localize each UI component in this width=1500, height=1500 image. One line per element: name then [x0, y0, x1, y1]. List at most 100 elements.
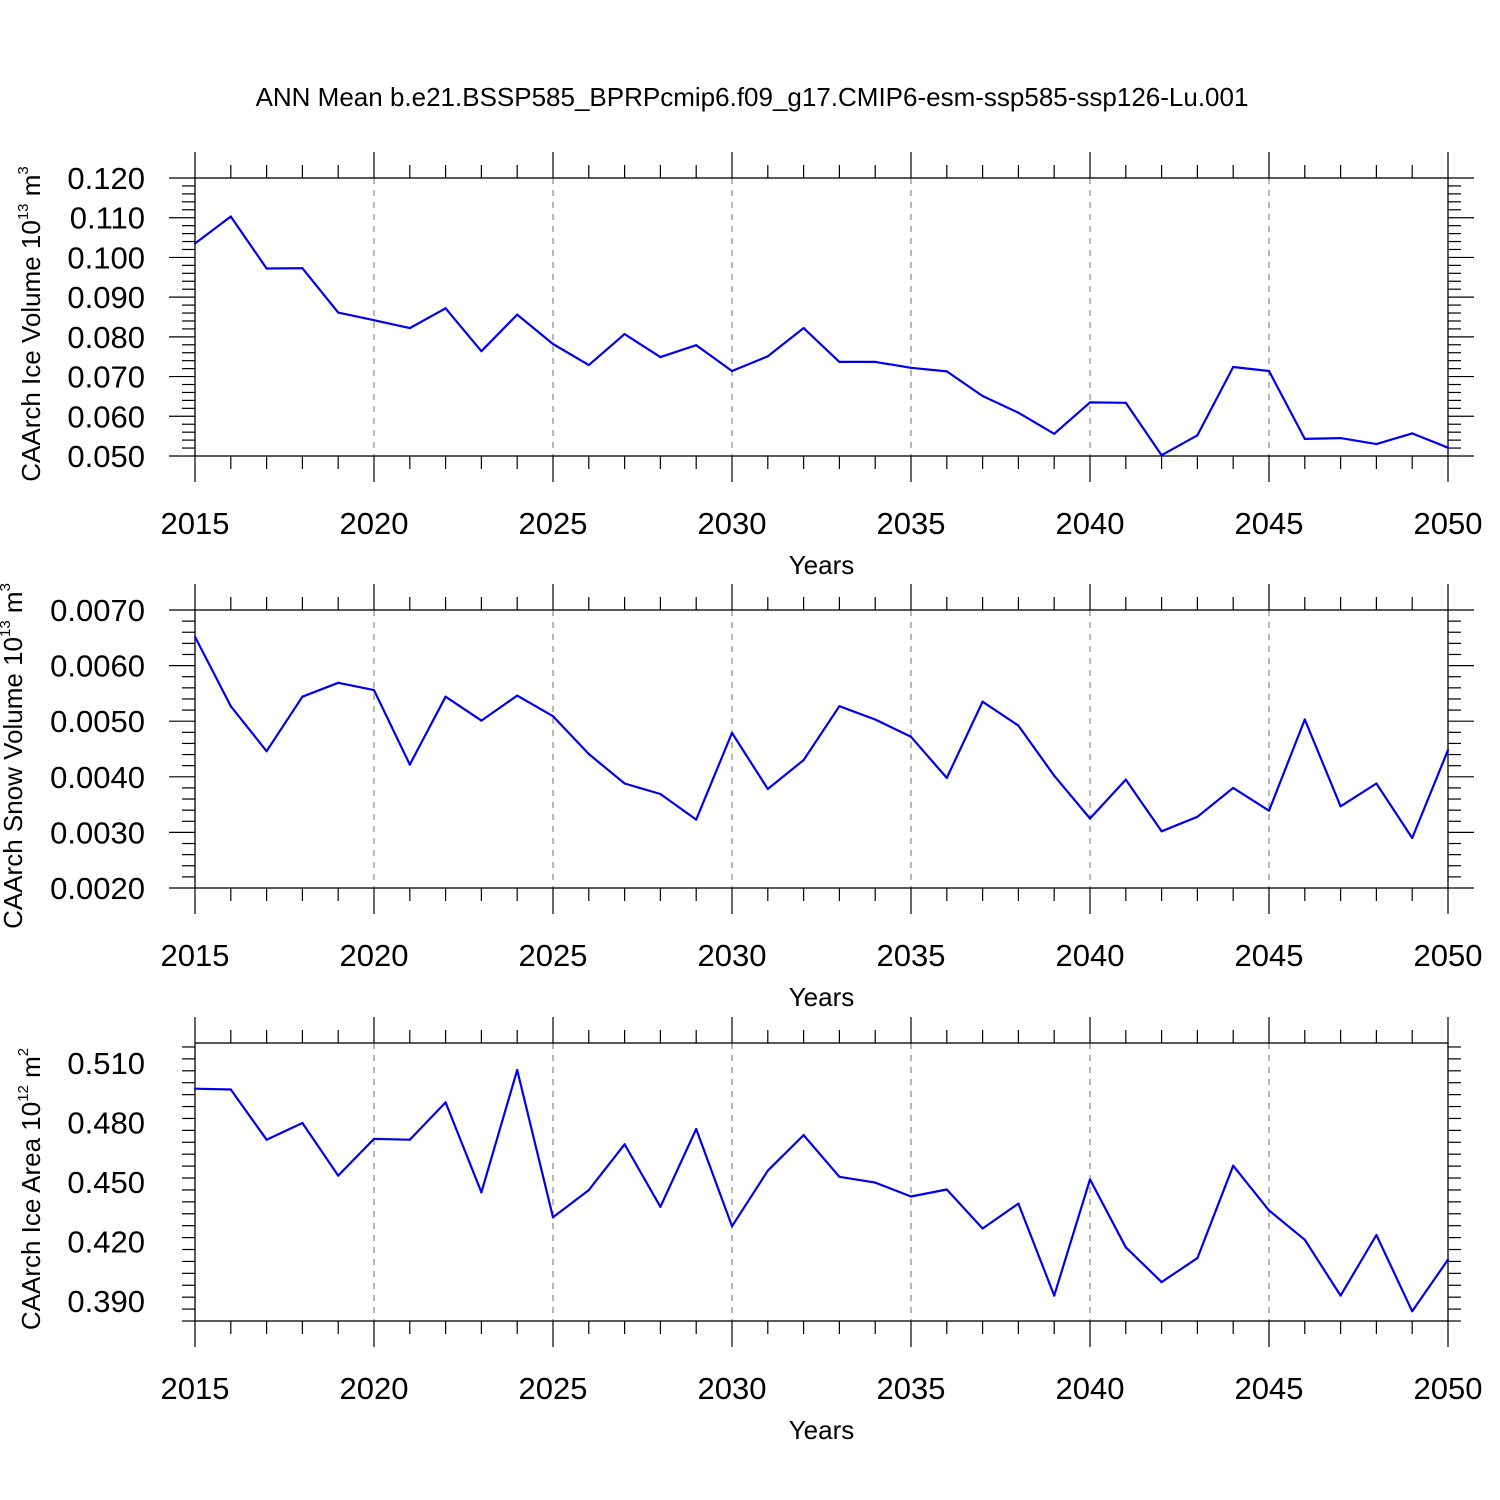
data-point-2044	[1232, 1164, 1235, 1167]
data-point-2018	[301, 267, 304, 270]
x-tick-label: 2015	[161, 938, 230, 973]
data-point-2018	[301, 1121, 304, 1125]
data-point-2038	[1017, 1202, 1020, 1205]
data-point-2030	[730, 369, 734, 373]
x-tick-label: 2020	[340, 1371, 409, 1406]
data-point-2049	[1411, 1310, 1414, 1313]
x-tick-label: 2015	[161, 506, 230, 541]
data-point-2017	[265, 1138, 268, 1141]
x-tick-label: 2045	[1235, 1371, 1304, 1406]
x-axis-label: Years	[789, 982, 855, 1012]
data-point-2033	[838, 705, 841, 708]
x-tick-label: 2030	[698, 1371, 767, 1406]
data-point-2037	[981, 700, 984, 703]
data-point-2047	[1339, 1294, 1342, 1297]
series-line	[194, 1068, 1449, 1313]
data-point-2037	[981, 394, 984, 398]
data-point-2038	[1017, 724, 1020, 727]
data-point-2041	[1124, 1246, 1127, 1249]
data-point-2020	[372, 1137, 376, 1141]
data-point-2025	[551, 1216, 555, 1219]
x-axis-label: Years	[789, 550, 855, 580]
data-point-2021	[408, 1138, 411, 1141]
x-tick-label: 2050	[1414, 938, 1483, 973]
data-point-2039	[1053, 1294, 1056, 1297]
data-point-2017	[265, 750, 268, 753]
data-point-2048	[1375, 1233, 1378, 1237]
data-point-2034	[874, 360, 877, 363]
data-point-2044	[1232, 786, 1235, 790]
x-tick-label: 2035	[877, 1371, 946, 1406]
x-tick-label: 2030	[698, 938, 767, 973]
y-axis-label-exponent: 13	[0, 620, 14, 637]
data-point-2028	[659, 792, 662, 796]
data-point-2035	[909, 366, 913, 369]
data-point-2037	[981, 1227, 984, 1230]
y-tick-label: 0.390	[67, 1284, 145, 1319]
y-tick-label: 0.070	[67, 360, 145, 395]
series-line	[194, 215, 1449, 457]
snow-volume-panel: 2015 2020 2025 2030 2035 2040 2045 2050 Years 0.0…	[0, 583, 1482, 1012]
data-point-2034	[874, 1181, 877, 1184]
x-tick-label: 2045	[1235, 938, 1304, 973]
data-point-2027	[623, 1143, 626, 1146]
data-point-2041	[1124, 401, 1127, 404]
data-point-2043	[1196, 1256, 1199, 1260]
data-point-2042	[1160, 1280, 1163, 1284]
data-point-2045	[1267, 809, 1271, 812]
data-point-2023	[480, 719, 483, 722]
y-axis-label: CAArch Ice Volume 1013 m3	[15, 166, 46, 482]
x-tick-label: 2020	[340, 506, 409, 541]
data-point-2032	[802, 759, 805, 762]
data-point-2029	[695, 344, 698, 347]
data-point-2019	[337, 311, 340, 314]
x-tick-label: 2050	[1414, 1371, 1483, 1406]
y-axis-label-unit: m	[16, 1056, 46, 1085]
y-axis-label-text: CAArch Ice Area 10	[16, 1102, 46, 1330]
data-point-2029	[695, 1127, 698, 1131]
y-tick-label: 0.0070	[50, 593, 145, 628]
y-tick-label: 0.050	[67, 439, 145, 474]
x-tick-label: 2025	[519, 1371, 588, 1406]
data-point-2047	[1339, 805, 1342, 808]
x-tick-label: 2035	[877, 938, 946, 973]
y-axis-label-text: CAArch Snow Volume 10	[0, 637, 28, 929]
data-point-2049	[1411, 836, 1414, 840]
data-point-2015	[193, 242, 197, 245]
x-axis-label: Years	[789, 1415, 855, 1445]
data-point-2050	[1446, 446, 1450, 449]
data-point-2015	[193, 635, 197, 638]
data-point-2042	[1160, 830, 1163, 833]
data-point-2036	[945, 370, 948, 373]
y-axis-label-text: CAArch Ice Volume 10	[16, 220, 46, 482]
y-tick-label: 0.510	[67, 1046, 145, 1081]
y-tick-label: 0.100	[67, 240, 145, 275]
data-point-2025	[551, 715, 555, 718]
x-tick-label: 2015	[161, 1371, 230, 1406]
series-line	[194, 636, 1450, 840]
x-tick-label: 2040	[1056, 938, 1125, 973]
data-point-2028	[659, 356, 662, 359]
data-point-2021	[408, 763, 411, 766]
ice-area-panel: 2015 2020 2025 2030 2035 2040 2045 2050 Years 0.3…	[15, 1017, 1482, 1445]
y-axis-label-unit-exponent: 3	[15, 166, 32, 174]
data-point-2031	[766, 787, 769, 791]
plot-frame	[194, 609, 1449, 889]
plot-frame	[194, 177, 1449, 457]
data-point-2016	[229, 705, 232, 708]
data-point-2028	[659, 1205, 662, 1208]
data-point-2036	[945, 1188, 948, 1191]
plot-frame	[194, 1042, 1449, 1322]
x-tick-label: 2025	[519, 506, 588, 541]
data-point-2046	[1303, 437, 1306, 441]
data-point-2042	[1160, 454, 1163, 457]
data-point-2018	[301, 695, 304, 698]
y-tick-label: 0.0050	[50, 704, 145, 739]
y-tick-label: 0.420	[67, 1225, 145, 1260]
data-point-2032	[802, 1134, 805, 1137]
data-point-2041	[1124, 778, 1127, 781]
data-point-2043	[1196, 815, 1199, 818]
x-tick-label: 2035	[877, 506, 946, 541]
y-tick-label: 0.120	[67, 161, 145, 196]
